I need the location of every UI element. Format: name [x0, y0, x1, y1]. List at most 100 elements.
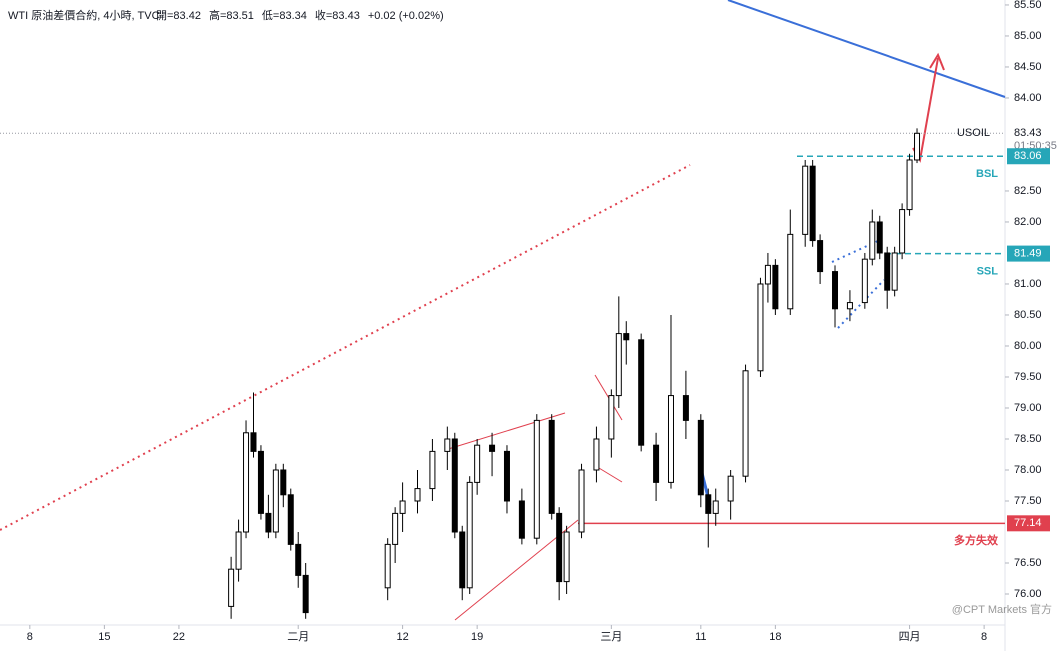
y-tick-label: 81.00: [1014, 278, 1042, 290]
x-tick-label: 8: [981, 631, 987, 643]
candle-body: [280, 469, 287, 496]
candle-body: [518, 500, 525, 539]
wedge-line: [444, 412, 566, 451]
candle-body: [861, 258, 868, 304]
y-tick-label: 84.50: [1014, 61, 1042, 73]
candle-body: [489, 444, 496, 452]
candle-body: [384, 543, 391, 589]
level-badge-label: 81.49: [1014, 248, 1042, 260]
x-tick-label: 三月: [600, 631, 622, 643]
ohlc-value: +0.02 (+0.02%): [368, 10, 444, 22]
candle-body: [444, 438, 451, 452]
y-tick-label: 85.00: [1014, 30, 1042, 42]
candle-body: [392, 512, 399, 545]
level-badge-label: 83.06: [1014, 150, 1042, 162]
y-tick-label: 78.50: [1014, 433, 1042, 445]
y-tick-label: 79.00: [1014, 402, 1042, 414]
candle-body: [742, 370, 749, 477]
candle-body: [429, 450, 436, 490]
candle-body: [802, 165, 809, 235]
level-badge-label: 77.14: [1014, 517, 1042, 529]
ohlc-value: 高=83.51: [209, 8, 254, 22]
candle-body: [712, 500, 719, 514]
level-badge: [1007, 148, 1050, 165]
y-tick-label: 82.00: [1014, 216, 1042, 228]
y-tick-label: 80.00: [1014, 340, 1042, 352]
candle-body: [906, 159, 913, 211]
y-tick-label: 80.50: [1014, 309, 1042, 321]
candle-body: [563, 531, 570, 583]
x-tick-label: 19: [471, 631, 483, 643]
candle-body: [638, 339, 645, 446]
level-badge: [1007, 245, 1050, 262]
candle-body: [466, 481, 473, 589]
candle-body: [548, 419, 555, 514]
ohlc-value: 低=83.34: [262, 9, 307, 22]
chart-title: WTI 原油差價合約, 4小時, TVC: [8, 8, 160, 22]
candle-body: [228, 568, 235, 607]
candle-body: [556, 512, 563, 583]
y-tick-label: 78.00: [1014, 464, 1042, 476]
candle-body: [846, 302, 853, 310]
x-tick-label: 二月: [287, 631, 309, 643]
level-label: BSL: [976, 168, 998, 180]
x-tick-label: 8: [27, 631, 33, 643]
x-tick-label: 15: [98, 631, 110, 643]
x-tick-label: 四月: [899, 631, 921, 643]
candle-body: [287, 494, 294, 545]
level-badge: [1007, 515, 1050, 532]
candle-body: [272, 469, 279, 533]
candle-body: [503, 450, 510, 502]
candle-body: [533, 419, 540, 539]
candle-body: [682, 395, 689, 421]
candle-body: [302, 574, 309, 614]
candle-body: [578, 469, 585, 533]
candle-body: [914, 132, 921, 161]
plot-layer: [0, 128, 1005, 619]
y-tick-label: 76.00: [1014, 588, 1042, 600]
candle-body: [451, 438, 458, 533]
trend-line: [727, 0, 1006, 98]
candle-body: [787, 233, 794, 310]
candle-body: [817, 240, 824, 273]
candle-body: [891, 252, 898, 291]
y-tick-label: 82.50: [1014, 185, 1042, 197]
candle-body: [414, 488, 421, 502]
ohlc-value: 開=83.42: [156, 9, 201, 22]
x-tick-label: 11: [695, 631, 706, 643]
candle-body: [697, 419, 704, 496]
candle-body: [623, 333, 630, 341]
candle-body: [265, 512, 272, 533]
y-tick-label: 85.50: [1014, 0, 1042, 11]
candle-body: [243, 432, 250, 533]
candle-body: [809, 165, 816, 242]
candle-body: [250, 432, 257, 452]
candle-body: [764, 264, 771, 285]
symbol-label: USOIL: [957, 127, 990, 139]
candle-body: [295, 543, 302, 576]
watermark: @CPT Markets 官方: [952, 602, 1052, 616]
candle-body: [884, 252, 891, 291]
candle-body: [615, 333, 622, 397]
candle-body: [593, 438, 600, 471]
candle-body: [869, 221, 876, 260]
y-tick-label: 77.50: [1014, 495, 1042, 507]
candle-body: [705, 494, 712, 514]
candle-body: [667, 395, 674, 483]
last-price-label: 83.43: [1014, 127, 1042, 139]
candle-body: [772, 264, 779, 310]
ohlc-value: 收=83.43: [315, 8, 360, 22]
candle-body: [653, 444, 660, 483]
candle-body: [608, 395, 615, 440]
candle-body: [459, 531, 466, 589]
trend-line: [0, 164, 691, 531]
candle-body: [399, 500, 406, 514]
candle-body: [474, 444, 481, 483]
y-tick-label: 76.50: [1014, 557, 1042, 569]
y-tick-label: 84.00: [1014, 92, 1042, 104]
level-label: SSL: [977, 266, 999, 278]
channel-line: [837, 279, 885, 329]
candle-body: [727, 475, 734, 502]
x-tick-label: 18: [769, 631, 781, 643]
